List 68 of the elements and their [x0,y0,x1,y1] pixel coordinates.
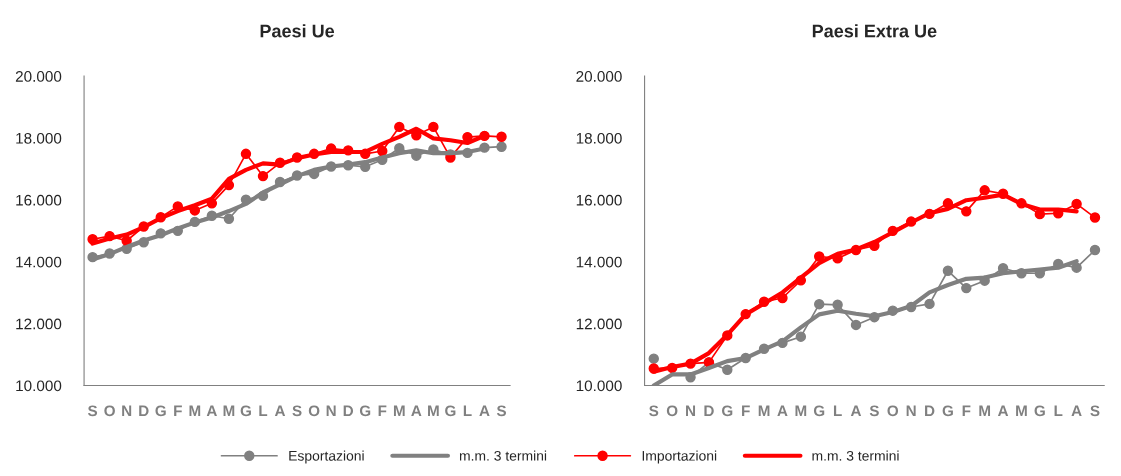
x-tick-label: G [359,405,371,417]
x-tick-label: G [813,405,825,417]
x-tick-label: A [206,405,217,417]
x-tick-label: G [1034,405,1045,417]
x-tick-label: M [393,405,405,417]
y-tick-label: 18.000 [576,132,622,144]
x-tick-label: S [649,405,659,417]
legend-label: m.m. 3 termini [459,450,547,461]
x-tick-label: N [326,405,336,417]
x-tick-label: A [274,405,286,417]
x-tick-label: S [869,405,879,417]
x-tick-label: O [308,405,320,417]
x-tick-label: S [496,405,507,417]
x-tick-label: A [997,405,1009,417]
y-tick-label: 20.000 [15,71,62,82]
x-tick-label: A [850,405,862,417]
legend-label: Esportazioni [289,450,364,464]
x-tick-label: N [906,405,916,417]
y-tick-label: 12.000 [16,318,62,330]
y-tick-label: 10.000 [576,380,622,392]
x-tick-label: N [686,405,696,417]
x-tick-label: G [445,405,456,417]
x-tick-label: A [411,405,422,417]
x-tick-label: O [666,405,678,417]
x-tick-label: G [240,405,251,417]
y-tick-label: 20.000 [576,71,622,82]
y-tick-label: 12.000 [576,318,622,330]
x-tick-label: F [742,405,750,417]
x-tick-label: D [704,405,714,417]
x-tick-label: S [87,405,98,417]
chart-title: Paesi Extra Ue [812,24,937,38]
x-tick-label: D [139,405,149,417]
y-tick-label: 18.000 [16,132,62,144]
x-tick-label: M [758,405,770,417]
x-tick-label: S [1090,405,1100,417]
x-tick-label: F [378,405,387,417]
x-tick-label: N [122,405,132,417]
y-tick-label: 16.000 [16,194,62,206]
x-tick-label: L [833,405,842,417]
x-tick-label: M [223,405,235,417]
y-tick-label: 16.000 [576,194,622,206]
x-tick-label: M [428,405,439,417]
x-tick-label: O [104,405,115,417]
legend-label: Importazioni [642,450,717,464]
x-tick-label: M [795,405,807,417]
y-tick-label: 14.000 [16,256,62,268]
x-tick-label: L [259,405,268,417]
x-tick-label: G [942,405,953,417]
x-tick-label: D [925,405,935,417]
x-tick-label: F [174,405,182,417]
x-tick-label: A [777,405,788,417]
x-tick-label: M [189,405,201,417]
x-tick-label: M [979,405,991,417]
x-tick-label: L [463,405,472,417]
chart-title: Paesi Ue [260,24,335,38]
x-tick-label: A [1071,405,1082,417]
y-tick-label: 14.000 [576,256,622,268]
x-tick-label: D [343,405,354,417]
x-tick-label: F [962,405,971,417]
x-tick-label: L [1054,405,1063,417]
x-tick-label: M [1016,405,1027,417]
x-tick-label: O [887,405,899,417]
x-tick-label: S [292,405,302,417]
y-tick-label: 10.000 [16,380,62,392]
x-tick-label: A [479,405,490,417]
x-tick-label: G [155,405,166,417]
x-tick-label: G [721,405,733,417]
legend-label: m.m. 3 termini [812,450,899,461]
